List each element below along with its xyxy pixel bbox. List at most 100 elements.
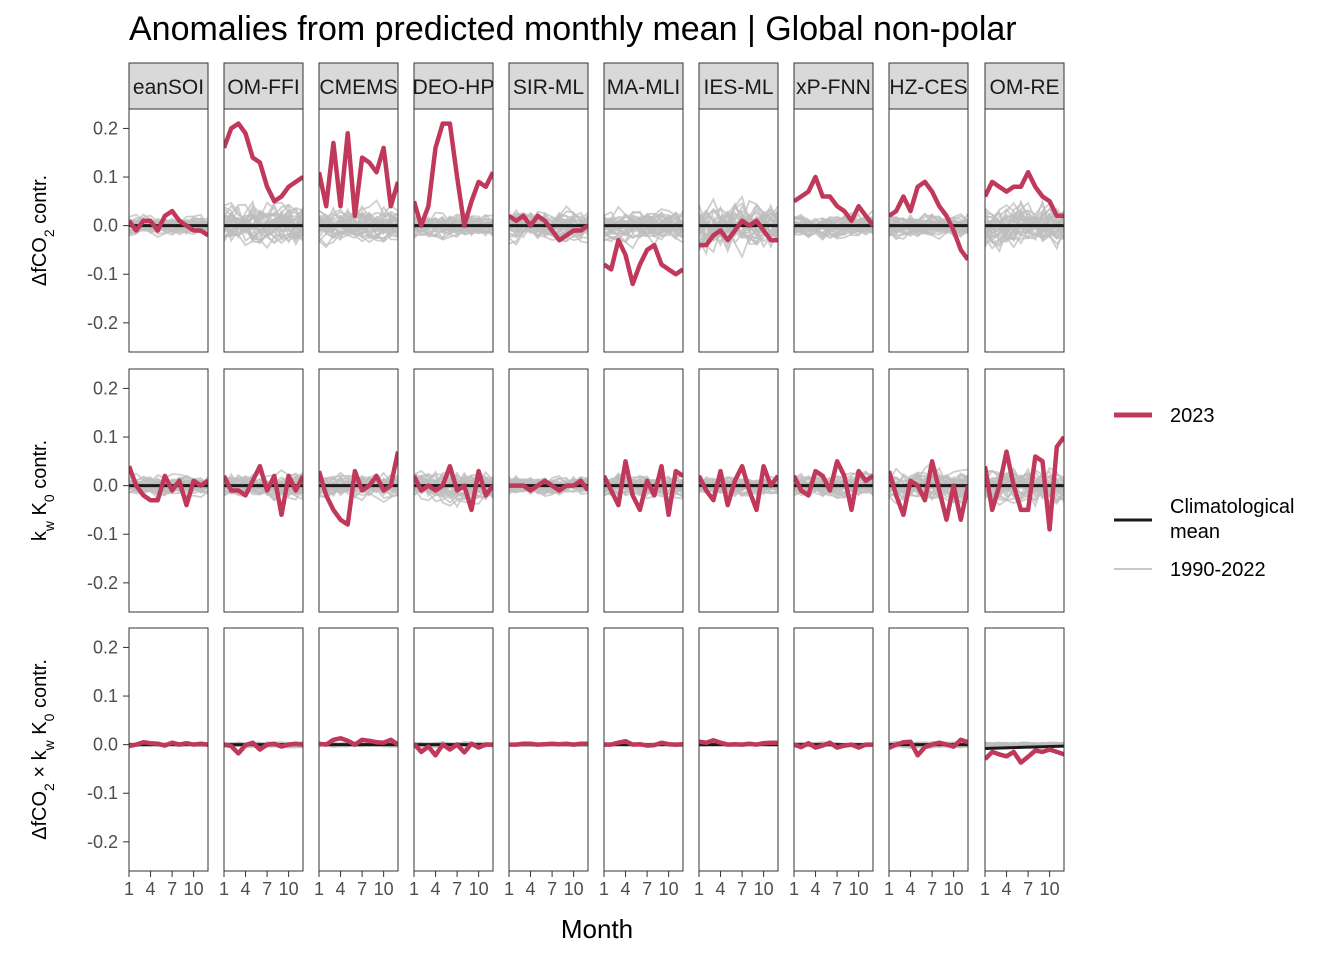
y-axis-title-part: 2	[41, 783, 57, 791]
series-2023-line	[699, 463, 778, 513]
x-tick-label: 7	[262, 879, 272, 899]
panel-border	[128, 368, 209, 613]
y-tick-label: -0.2	[87, 313, 118, 333]
panel-border	[984, 627, 1065, 872]
facet-label: IES-ML	[703, 76, 773, 99]
x-tick-label: 1	[409, 879, 419, 899]
y-tick-label: 0.2	[93, 118, 118, 138]
series-2023-line	[794, 459, 873, 513]
facet-panel	[509, 109, 588, 352]
y-axis-title-part: fCO	[29, 791, 51, 827]
facet-panel	[129, 109, 208, 352]
facet-label: OM-FFI	[227, 76, 299, 99]
legend-label: Climatological	[1170, 496, 1295, 518]
x-tick-label: 1	[504, 879, 514, 899]
series-2023-line	[509, 478, 588, 493]
facet-panel	[794, 628, 873, 871]
x-tick-label: 10	[564, 879, 584, 899]
facet-panel	[889, 369, 968, 612]
panel-border	[413, 627, 494, 872]
history-line	[985, 201, 1064, 236]
panel-border	[413, 108, 494, 353]
panel-background	[129, 628, 208, 871]
y-axis-title-part: w	[41, 520, 57, 532]
x-tick-label: 4	[811, 879, 821, 899]
series-2023-line	[414, 121, 493, 228]
panel-border	[413, 368, 494, 613]
x-tick-label: 10	[469, 879, 489, 899]
x-tick-label: 10	[754, 879, 774, 899]
y-axis-title-part: k	[29, 530, 51, 541]
history-line	[604, 477, 683, 493]
legend: 2023 Climatological mean 1990-2022	[1114, 405, 1295, 581]
panel-border	[223, 108, 304, 353]
facet-strip	[603, 62, 684, 110]
y-axis-title-part: fCO	[29, 237, 51, 273]
panel-border	[603, 368, 684, 613]
facet-panel	[129, 369, 208, 612]
legend-label: mean	[1170, 521, 1220, 543]
panel-border	[223, 627, 304, 872]
y-axis-title-part: K	[29, 721, 51, 741]
x-tick-label: 7	[452, 879, 462, 899]
x-tick-label: 4	[621, 879, 631, 899]
history-line	[414, 472, 493, 499]
x-tick-label: 1	[599, 879, 609, 899]
x-tick-label: 1	[884, 879, 894, 899]
history-line	[604, 213, 683, 233]
facet-strip	[318, 62, 399, 110]
facet-label: MA-MLI	[607, 76, 681, 99]
panel-background	[889, 628, 968, 871]
x-tick-label: 1	[124, 879, 134, 899]
panel-border	[508, 108, 589, 353]
facet-strip	[223, 62, 304, 110]
series-2023-line	[794, 740, 873, 750]
y-axis-title-part: w	[41, 739, 57, 751]
panel-border	[508, 368, 589, 613]
history-line	[224, 204, 303, 239]
series-2023-line	[129, 208, 208, 238]
facet-panel	[604, 628, 683, 871]
facet-label: HZ-CES	[889, 76, 967, 99]
facet-panel	[224, 369, 303, 612]
panel-border	[698, 368, 779, 613]
y-axis-title-part: 0	[41, 494, 57, 502]
facet-label: SIR-ML	[513, 76, 584, 99]
panel-border	[793, 627, 874, 872]
facet-label: OM-RE	[990, 76, 1060, 99]
facet-panel	[319, 369, 398, 612]
series-2023-line	[414, 463, 493, 513]
series-2023-line	[129, 739, 208, 749]
y-tick-label: -0.2	[87, 573, 118, 593]
x-tick-label: 10	[659, 879, 679, 899]
panel-border	[128, 627, 209, 872]
panel-border	[793, 108, 874, 353]
x-tick-label: 7	[167, 879, 177, 899]
history-line	[319, 215, 398, 249]
y-axis-title-part: contr.	[29, 659, 51, 713]
x-axis-title: Month	[561, 914, 633, 944]
panel-background	[794, 628, 873, 871]
y-tick-label: 0.0	[93, 476, 118, 496]
panel-border	[318, 627, 399, 872]
y-axis-title-part: × k	[29, 749, 51, 783]
panel-border	[888, 627, 969, 872]
facet-panel	[319, 628, 398, 871]
x-tick-label: 1	[314, 879, 324, 899]
panel-border	[984, 368, 1065, 613]
y-axis-title-part: contr.	[29, 440, 51, 494]
facet-panel	[414, 109, 493, 352]
facet-grid: eanSOI OM-FFI CMEMS DEO-HP SIR-ML MA-MLI IES-M…	[128, 62, 1065, 872]
series-2023-line	[985, 435, 1064, 532]
series-2023-line	[414, 741, 493, 758]
series-2023-line	[319, 131, 398, 219]
history-line	[794, 215, 873, 233]
chart-title: Anomalies from predicted monthly mean | …	[129, 10, 1017, 48]
x-axes: 1 4 7 10 1 4 7 10 1 4 7 10 1 4 7 10 1 4 7 10 1 4 7 10 1 4 7 10 1 4 7 10…	[124, 871, 1060, 899]
x-tick-label: 10	[279, 879, 299, 899]
facet-panel	[414, 628, 493, 871]
series-2023-line	[889, 737, 968, 758]
x-tick-label: 4	[431, 879, 441, 899]
facet-panel	[699, 109, 778, 352]
